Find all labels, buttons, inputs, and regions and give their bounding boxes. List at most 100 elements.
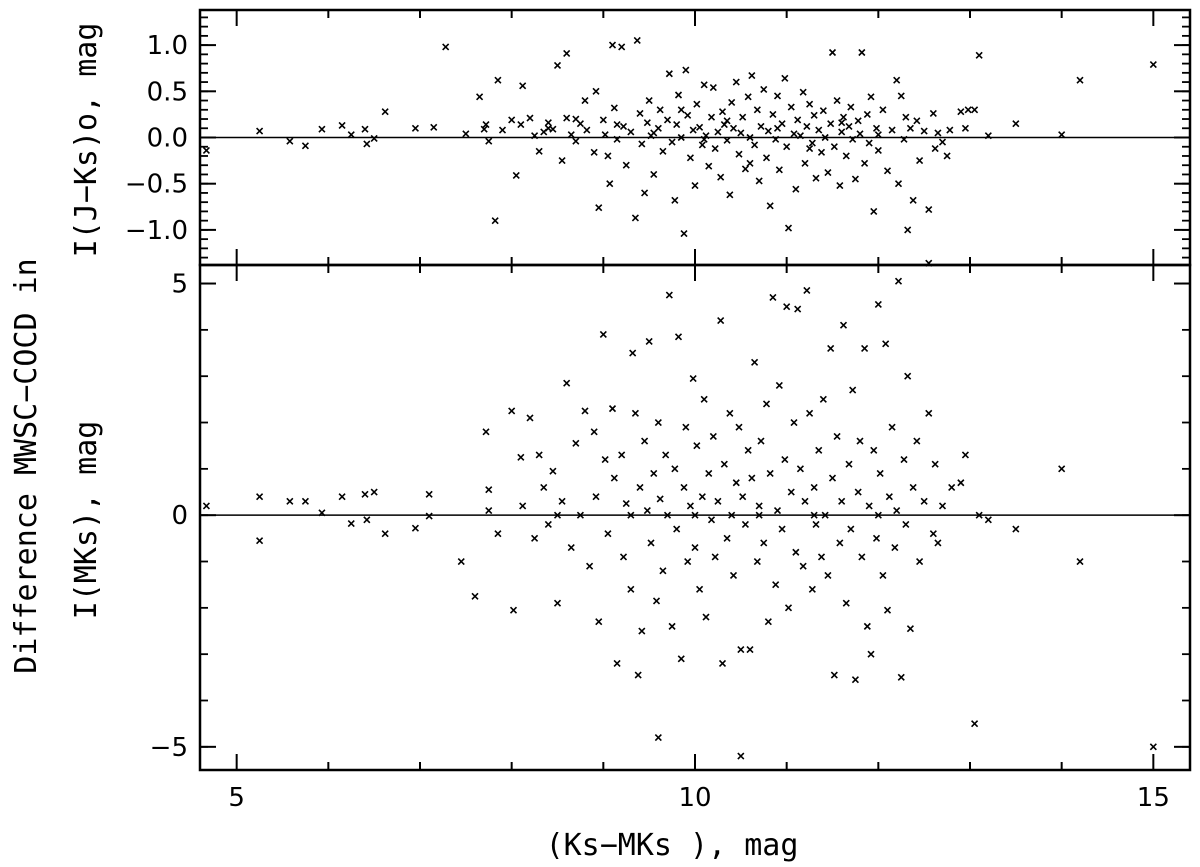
top-data-point	[849, 135, 857, 143]
top-data-point	[476, 93, 484, 101]
top-data-point	[946, 126, 954, 134]
bottom-data-point	[482, 428, 490, 436]
top-data-point	[482, 120, 490, 129]
bottom-data-point	[753, 557, 761, 566]
bottom-data-point	[645, 337, 653, 346]
bottom-data-point	[643, 506, 651, 515]
bottom-data-point	[531, 534, 539, 542]
bottom-data-point	[836, 539, 844, 547]
bottom-data-point	[485, 506, 493, 515]
bottom-data-point	[872, 534, 881, 542]
bottom-data-point	[904, 372, 912, 380]
bottom-data-point	[773, 506, 782, 515]
top-data-point	[839, 113, 848, 121]
bottom-data-point	[865, 502, 873, 510]
bottom-data-point	[723, 534, 731, 542]
bottom-data-point	[663, 511, 672, 519]
top-data-point	[656, 106, 664, 114]
top-data-point	[799, 88, 807, 96]
bottom-data-point	[828, 474, 837, 482]
top-data-point	[485, 137, 493, 145]
bottom-data-point	[673, 525, 681, 533]
bottom-data-point	[425, 512, 433, 520]
top-data-point	[957, 108, 965, 116]
bottom-data-point	[801, 497, 809, 505]
bottom-data-point	[691, 544, 699, 552]
bottom-data-point	[674, 333, 683, 341]
top-data-point	[796, 132, 804, 140]
top-data-point	[347, 131, 355, 139]
bottom-data-point	[717, 317, 725, 325]
top-data-point	[746, 159, 754, 167]
top-data-point	[590, 148, 598, 156]
bottom-data-point	[696, 585, 704, 593]
bottom-data-point	[553, 599, 562, 607]
top-data-point	[494, 76, 502, 84]
bottom-data-point	[608, 405, 617, 413]
bottom-data-point	[526, 414, 534, 422]
bottom-data-point	[876, 469, 884, 478]
top-data-point	[739, 113, 747, 121]
top-data-point	[773, 92, 782, 100]
top-data-point	[663, 116, 672, 124]
bottom-data-point	[938, 502, 947, 510]
bottom-data-point	[338, 493, 346, 501]
bottom-data-point	[654, 418, 662, 427]
top-data-point	[806, 100, 814, 108]
top-data-point	[775, 166, 783, 174]
top-data-point	[674, 91, 683, 99]
bottom-data-point	[900, 456, 908, 464]
top-data-point	[618, 43, 626, 51]
top-data-point	[812, 174, 820, 182]
top-data-point	[938, 138, 947, 146]
top-data-point	[861, 159, 869, 167]
bottom-data-point	[726, 409, 734, 417]
top-data-point	[613, 135, 621, 143]
bottom-data-point	[851, 676, 859, 684]
top-data-point	[803, 122, 811, 130]
bottom-data-point	[882, 340, 890, 348]
top-data-point	[817, 148, 826, 156]
bottom-data-point	[613, 659, 621, 668]
bottom-data-point	[769, 293, 777, 301]
bottom-data-point	[618, 451, 626, 459]
bottom-data-point	[665, 291, 673, 299]
top-data-point	[728, 98, 736, 106]
top-data-point	[411, 124, 419, 132]
top-data-point	[702, 132, 710, 140]
bottom-data-point	[916, 557, 924, 566]
top-data-point	[572, 115, 580, 123]
bottom-data-point	[601, 456, 609, 464]
top-data-point	[645, 96, 653, 105]
bottom-data-point	[885, 493, 893, 501]
top-data-point	[631, 214, 639, 222]
bottom-data-point	[668, 622, 676, 630]
top-data-point	[971, 106, 979, 114]
top-data-point	[668, 138, 676, 146]
top-data-point	[815, 126, 823, 134]
top-data-point	[671, 196, 679, 204]
top-data-point	[828, 48, 837, 57]
bottom-data-point	[544, 520, 552, 529]
top-data-point	[519, 82, 527, 90]
top-data-point	[553, 61, 562, 70]
top-data-point	[1012, 120, 1020, 128]
bottom-data-point	[572, 439, 580, 447]
top-data-point	[808, 139, 816, 147]
top-data-point	[633, 36, 641, 45]
top-data-point	[318, 125, 326, 133]
top-data-point	[755, 177, 763, 185]
bottom-data-point	[812, 520, 820, 529]
bottom-data-point	[347, 519, 355, 528]
top-data-point	[851, 175, 859, 183]
top-data-point	[691, 181, 699, 190]
bottom-data-point	[913, 437, 921, 445]
bottom-data-point	[737, 752, 745, 760]
bottom-data-point	[799, 562, 807, 570]
bottom-data-point	[595, 618, 603, 626]
bottom-data-point	[751, 358, 759, 366]
top-data-point	[558, 157, 566, 165]
bottom-data-point	[874, 300, 882, 308]
bottom-y-tick-label: 5	[171, 270, 188, 300]
top-data-point	[854, 117, 862, 125]
